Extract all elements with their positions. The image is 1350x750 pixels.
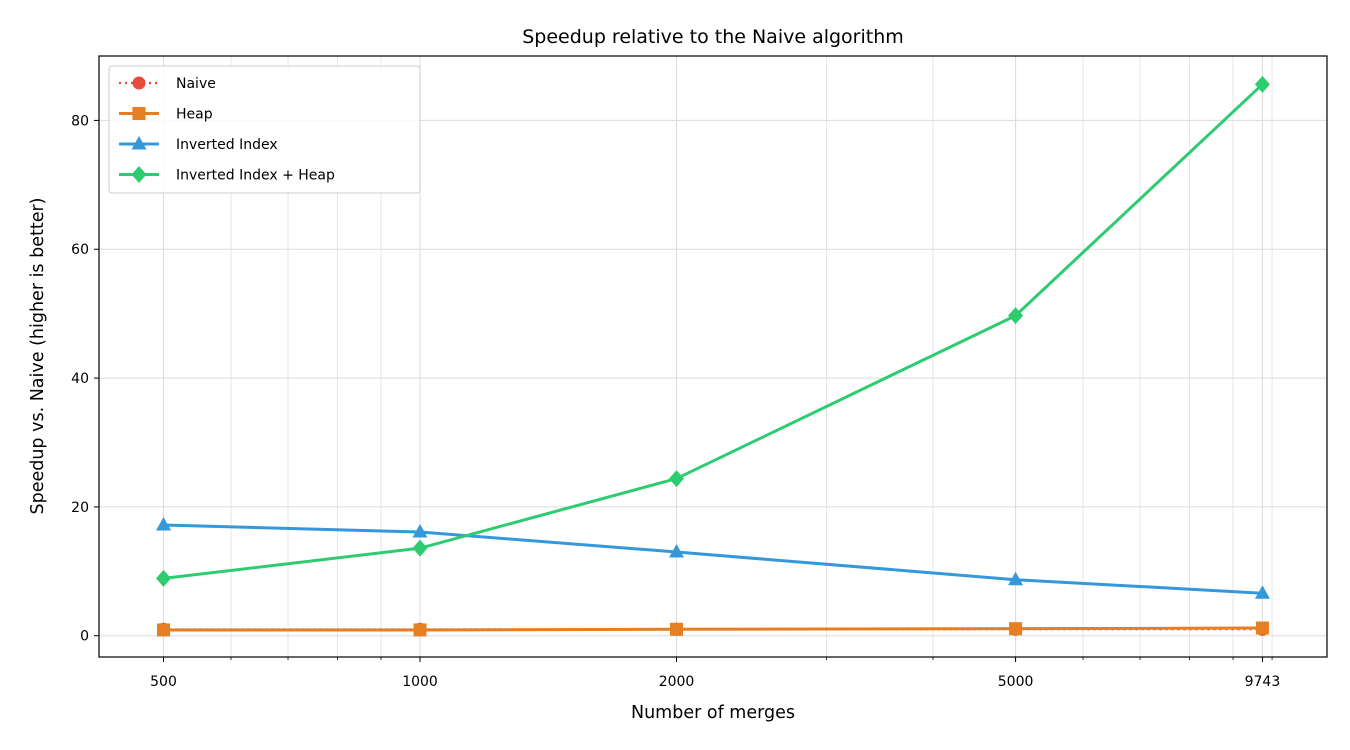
series-heap — [157, 621, 1269, 637]
legend-label-naive: Naive — [176, 76, 216, 92]
x-tick-label: 2000 — [659, 674, 695, 690]
data-point-heap — [413, 623, 427, 637]
y-tick-label: 40 — [71, 371, 89, 387]
axes: 500 1000 2000 5000 9743 0 20 40 60 80 — [71, 113, 1280, 690]
data-point-inverted-index-heap — [156, 569, 172, 587]
legend-label-heap: Heap — [176, 107, 213, 123]
data-point-heap — [1255, 621, 1269, 635]
y-tick-label: 80 — [71, 113, 89, 129]
x-tick-label: 1000 — [402, 674, 438, 690]
data-point-heap — [1009, 622, 1023, 636]
x-tick-label: 500 — [150, 674, 177, 690]
plot-frame — [98, 55, 1328, 658]
data-point-inverted-index — [1254, 585, 1270, 599]
y-tick-label: 0 — [80, 629, 89, 645]
legend-entry-heap: Heap — [119, 107, 213, 123]
legend-marker-inverted-index-heap — [131, 166, 147, 183]
legend-box — [108, 65, 421, 194]
y-axis-title: Speedup vs. Naive (higher is better) — [28, 197, 48, 514]
legend-entry-naive: Naive — [119, 76, 216, 92]
series-layer — [156, 75, 1270, 637]
legend-entry-inverted-index-heap: Inverted Index + Heap — [119, 166, 335, 184]
legend-label-inverted-index-heap: Inverted Index + Heap — [176, 168, 335, 184]
x-axis-title: Number of merges — [631, 703, 795, 723]
data-point-inverted-index-heap — [1008, 307, 1024, 325]
legend: Naive Heap Inverted Index Inverted Index + … — [108, 65, 421, 194]
legend-marker-heap — [132, 107, 146, 120]
legend-entry-inverted-index: Inverted Index — [119, 136, 278, 153]
data-point-heap — [157, 623, 171, 637]
series-inverted-index-heap — [156, 75, 1270, 587]
y-tick-label: 60 — [71, 242, 89, 258]
data-point-inverted-index-heap — [412, 539, 428, 557]
data-point-inverted-index — [669, 544, 685, 558]
data-point-heap — [670, 622, 684, 636]
data-point-inverted-index-heap — [1254, 75, 1270, 93]
data-point-inverted-index — [156, 516, 172, 531]
legend-marker-naive — [132, 76, 146, 90]
data-point-inverted-index — [1008, 571, 1024, 586]
data-point-inverted-index-heap — [669, 470, 685, 488]
y-tick-label: 20 — [71, 500, 89, 516]
legend-marker-inverted-index — [131, 136, 147, 150]
chart-title: Speedup relative to the Naive algorithm — [522, 26, 904, 48]
x-tick-label: 9743 — [1245, 674, 1281, 690]
legend-label-inverted-index: Inverted Index — [176, 137, 278, 153]
series-inverted-index — [156, 516, 1270, 599]
x-tick-label: 5000 — [998, 674, 1034, 690]
data-point-inverted-index — [412, 524, 428, 538]
